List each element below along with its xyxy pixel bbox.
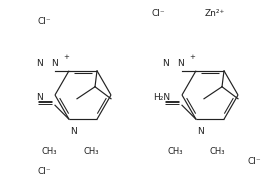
Text: +: + (189, 54, 195, 60)
Text: CH₃: CH₃ (84, 147, 99, 156)
Text: N: N (177, 59, 184, 68)
Text: H₂N: H₂N (153, 93, 170, 102)
Text: CH₃: CH₃ (210, 147, 225, 156)
Text: N: N (36, 93, 43, 102)
Text: N: N (162, 59, 169, 68)
Text: Cl⁻: Cl⁻ (247, 157, 261, 166)
Text: CH₃: CH₃ (168, 147, 183, 156)
Text: Cl⁻: Cl⁻ (152, 9, 166, 18)
Text: N: N (51, 59, 58, 68)
Text: Zn²⁺: Zn²⁺ (205, 9, 225, 18)
Text: N: N (197, 127, 204, 136)
Text: Cl⁻: Cl⁻ (37, 17, 51, 26)
Text: Cl⁻: Cl⁻ (37, 167, 51, 176)
Text: +: + (63, 54, 69, 60)
Text: N: N (36, 59, 43, 68)
Text: N: N (70, 127, 77, 136)
Text: CH₃: CH₃ (42, 147, 57, 156)
